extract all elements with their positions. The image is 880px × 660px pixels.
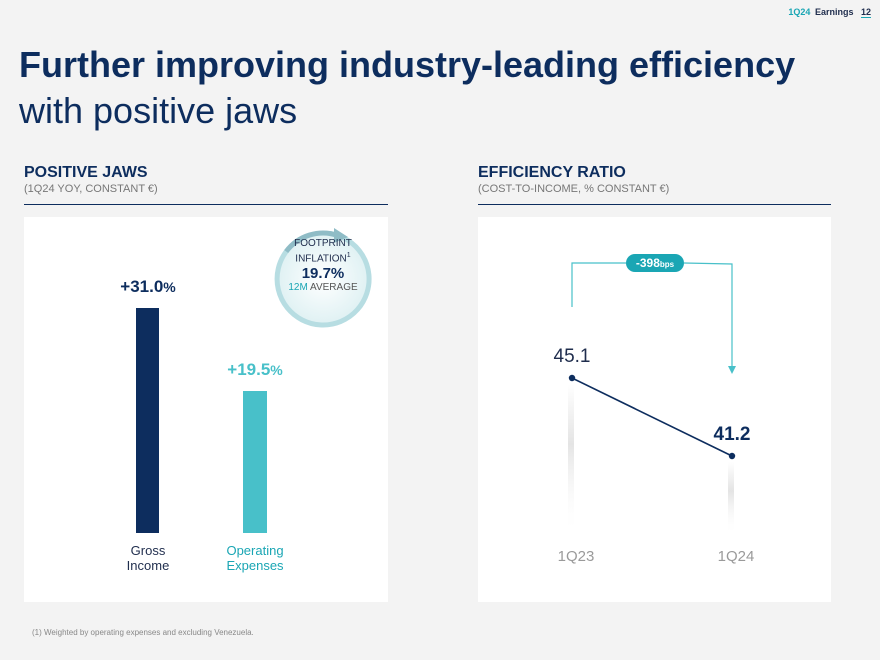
- footprint-inflation-text: FOOTPRINT INFLATION1 19.7% 12M AVERAGE: [273, 231, 373, 327]
- category-label-gross-income: Gross Income: [126, 543, 170, 573]
- right-section-heading: EFFICIENCY RATIO: [478, 164, 626, 181]
- footprint-line2: INFLATION1: [295, 252, 351, 265]
- efficiency-ratio-panel: [478, 217, 831, 602]
- left-divider: [24, 204, 388, 205]
- footprint-inflation-circle: [274, 228, 372, 328]
- earnings-tag: 1Q24: [788, 7, 811, 17]
- page-title: Further improving industry-leading effic…: [19, 42, 869, 134]
- page-header: 1Q24 Earnings 12: [788, 7, 871, 18]
- bar-operating-expenses: [243, 391, 267, 533]
- tick-label-1q24: 1Q24: [717, 548, 755, 565]
- title-regular: with positive jaws: [19, 90, 298, 131]
- earnings-label: Earnings: [814, 7, 854, 17]
- title-bold: Further improving industry-leading effic…: [19, 44, 796, 85]
- bar-gross-income: [136, 307, 159, 533]
- right-section-subheading: (COST-TO-INCOME, % CONSTANT €): [478, 183, 670, 195]
- footprint-value: 19.7%: [301, 265, 345, 283]
- category-label-operating-expenses: Operating Expenses: [226, 543, 284, 573]
- bar-value-gross-income: +31.0%: [120, 276, 176, 296]
- footprint-average: 12M AVERAGE: [288, 282, 358, 294]
- delta-badge: -398bps: [626, 254, 684, 272]
- page-number: 12: [860, 7, 871, 18]
- right-divider: [478, 204, 831, 205]
- tick-label-1q23: 1Q23: [557, 548, 595, 565]
- left-section-subheading: (1Q24 YOY, CONSTANT €): [24, 183, 158, 195]
- left-section-heading: POSITIVE JAWS: [24, 164, 148, 181]
- footnote: (1) Weighted by operating expenses and e…: [32, 628, 254, 637]
- value-label-1q23: 45.1: [553, 346, 591, 367]
- value-label-1q24: 41.2: [713, 424, 751, 445]
- bar-value-operating-expenses: +19.5%: [227, 360, 283, 380]
- footprint-line1: FOOTPRINT: [294, 238, 352, 249]
